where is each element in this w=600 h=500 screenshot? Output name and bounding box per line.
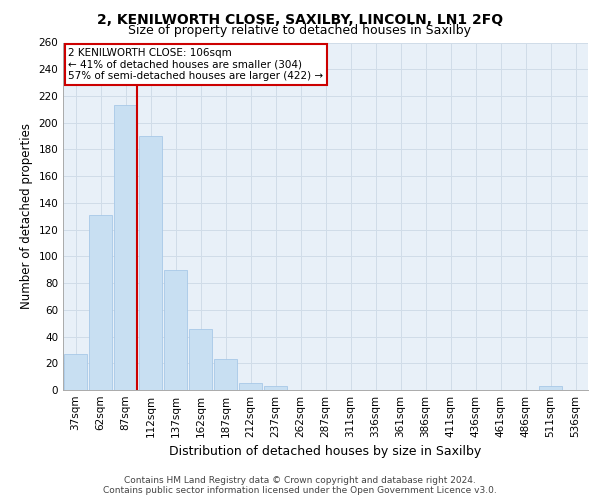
Text: 2, KENILWORTH CLOSE, SAXILBY, LINCOLN, LN1 2FQ: 2, KENILWORTH CLOSE, SAXILBY, LINCOLN, L…: [97, 12, 503, 26]
Bar: [89, 215, 112, 390]
Y-axis label: Number of detached properties: Number of detached properties: [20, 123, 33, 309]
Bar: [114, 106, 137, 390]
Text: Size of property relative to detached houses in Saxilby: Size of property relative to detached ho…: [128, 24, 472, 37]
Bar: [264, 386, 287, 390]
Text: 2 KENILWORTH CLOSE: 106sqm
← 41% of detached houses are smaller (304)
57% of sem: 2 KENILWORTH CLOSE: 106sqm ← 41% of deta…: [68, 48, 323, 81]
Bar: [539, 386, 562, 390]
Bar: [239, 384, 262, 390]
Text: Contains HM Land Registry data © Crown copyright and database right 2024.
Contai: Contains HM Land Registry data © Crown c…: [103, 476, 497, 495]
Bar: [214, 360, 237, 390]
Bar: [164, 270, 187, 390]
Bar: [64, 354, 87, 390]
Bar: [139, 136, 162, 390]
X-axis label: Distribution of detached houses by size in Saxilby: Distribution of detached houses by size …: [169, 446, 482, 458]
Bar: [189, 328, 212, 390]
